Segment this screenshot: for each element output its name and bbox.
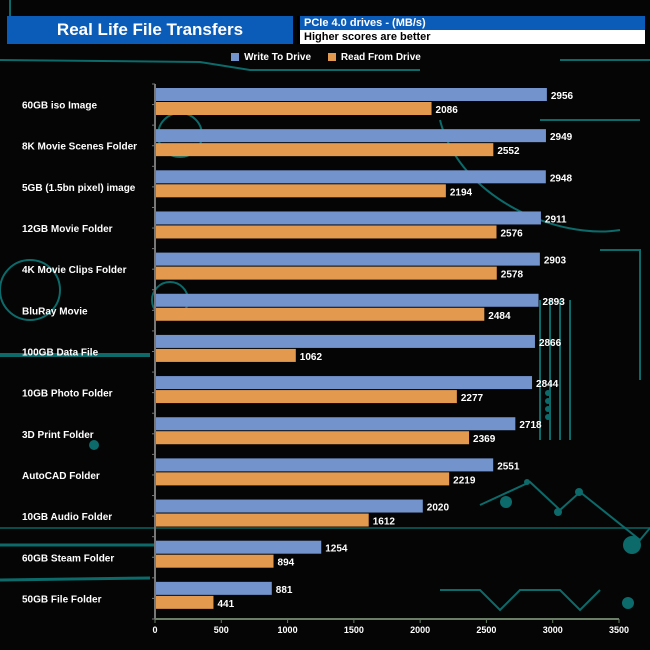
legend-label-read: Read From Drive <box>340 52 421 63</box>
x-tick-label: 0 <box>152 625 157 635</box>
data-label-read: 2552 <box>497 146 520 157</box>
data-label-read: 2086 <box>436 105 459 116</box>
bar-read <box>156 102 432 115</box>
x-tick-label: 2500 <box>476 625 496 635</box>
data-label-write: 2844 <box>536 379 559 390</box>
data-label-write: 2020 <box>427 503 450 514</box>
data-label-write: 2948 <box>550 173 573 184</box>
category-label: 12GB Movie Folder <box>22 224 113 235</box>
data-label-write: 2551 <box>497 461 520 472</box>
data-label-read: 1612 <box>373 517 396 528</box>
bar-read <box>156 431 470 445</box>
bar-read <box>156 390 457 404</box>
data-label-write: 2866 <box>539 338 562 349</box>
category-label: 3D Print Folder <box>22 430 94 441</box>
bar-read <box>156 184 446 198</box>
bar-read <box>156 595 214 609</box>
category-label: 100GB Data File <box>22 348 99 359</box>
data-label-read: 2277 <box>461 393 484 404</box>
data-label-write: 2893 <box>543 297 566 308</box>
bar-read <box>156 225 497 239</box>
x-tick-label: 500 <box>214 625 229 635</box>
x-tick-label: 2000 <box>410 625 430 635</box>
bar-read <box>156 143 494 157</box>
bar-write <box>156 211 541 225</box>
data-label-read: 2369 <box>473 434 496 445</box>
bar-write <box>156 88 547 101</box>
legend-swatch-write <box>231 53 240 61</box>
bar-read <box>156 266 497 280</box>
bar-write <box>156 458 494 472</box>
category-label: 60GB iso Image <box>22 101 97 112</box>
data-label-read: 2576 <box>501 228 524 239</box>
x-tick-label: 1500 <box>344 625 364 635</box>
category-label: 50GB File Folder <box>22 594 102 605</box>
bar-write <box>156 417 516 431</box>
data-label-write: 2903 <box>544 256 567 267</box>
data-label-write: 881 <box>276 585 293 596</box>
category-label: AutoCAD Folder <box>22 471 100 482</box>
bar-read <box>156 348 296 362</box>
x-tick-label: 3500 <box>609 625 629 635</box>
x-tick-label: 3000 <box>543 625 563 635</box>
bar-write <box>156 334 535 348</box>
data-label-read: 2578 <box>501 270 524 281</box>
bar-write <box>156 376 533 390</box>
chart-title: Real Life File Transfers <box>7 16 293 44</box>
data-label-write: 2949 <box>550 132 573 143</box>
legend-label-write: Write To Drive <box>244 52 312 63</box>
category-label: BluRay Movie <box>22 306 88 317</box>
legend-swatch-read <box>327 53 336 61</box>
data-label-write: 2911 <box>545 214 567 225</box>
category-label: 4K Movie Clips Folder <box>22 265 127 276</box>
note-subtitle: Higher scores are better <box>300 30 645 44</box>
bar-read <box>156 554 274 568</box>
category-label: 8K Movie Scenes Folder <box>22 142 137 153</box>
bar-write <box>156 252 540 266</box>
legend: Write To Drive Read From Drive <box>0 52 650 63</box>
data-label-read: 1062 <box>300 352 323 363</box>
bar-write <box>156 540 322 554</box>
category-label: 10GB Photo Folder <box>22 389 113 400</box>
category-label: 5GB (1.5bn pixel) image <box>22 183 136 194</box>
data-label-write: 2718 <box>519 420 542 431</box>
data-label-write: 2956 <box>551 91 574 102</box>
category-label: 10GB Audio Folder <box>22 512 112 523</box>
bar-write <box>156 170 546 184</box>
data-label-read: 441 <box>217 599 234 610</box>
bar-read <box>156 513 369 527</box>
data-label-read: 2219 <box>453 475 476 486</box>
subtitle-box: PCIe 4.0 drives - (MB/s) Higher scores a… <box>297 16 645 44</box>
data-label-read: 2194 <box>450 187 473 198</box>
bar-write <box>156 499 423 513</box>
x-tick-label: 1000 <box>278 625 298 635</box>
bar-write <box>156 129 546 143</box>
data-label-write: 1254 <box>325 544 348 555</box>
data-label-read: 2484 <box>488 311 511 322</box>
data-label-read: 894 <box>278 558 295 569</box>
bar-write <box>156 293 539 307</box>
bar-read <box>156 307 485 321</box>
units-subtitle: PCIe 4.0 drives - (MB/s) <box>300 16 645 30</box>
bar-read <box>156 472 450 486</box>
bar-write <box>156 581 272 595</box>
category-label: 60GB Steam Folder <box>22 553 114 564</box>
